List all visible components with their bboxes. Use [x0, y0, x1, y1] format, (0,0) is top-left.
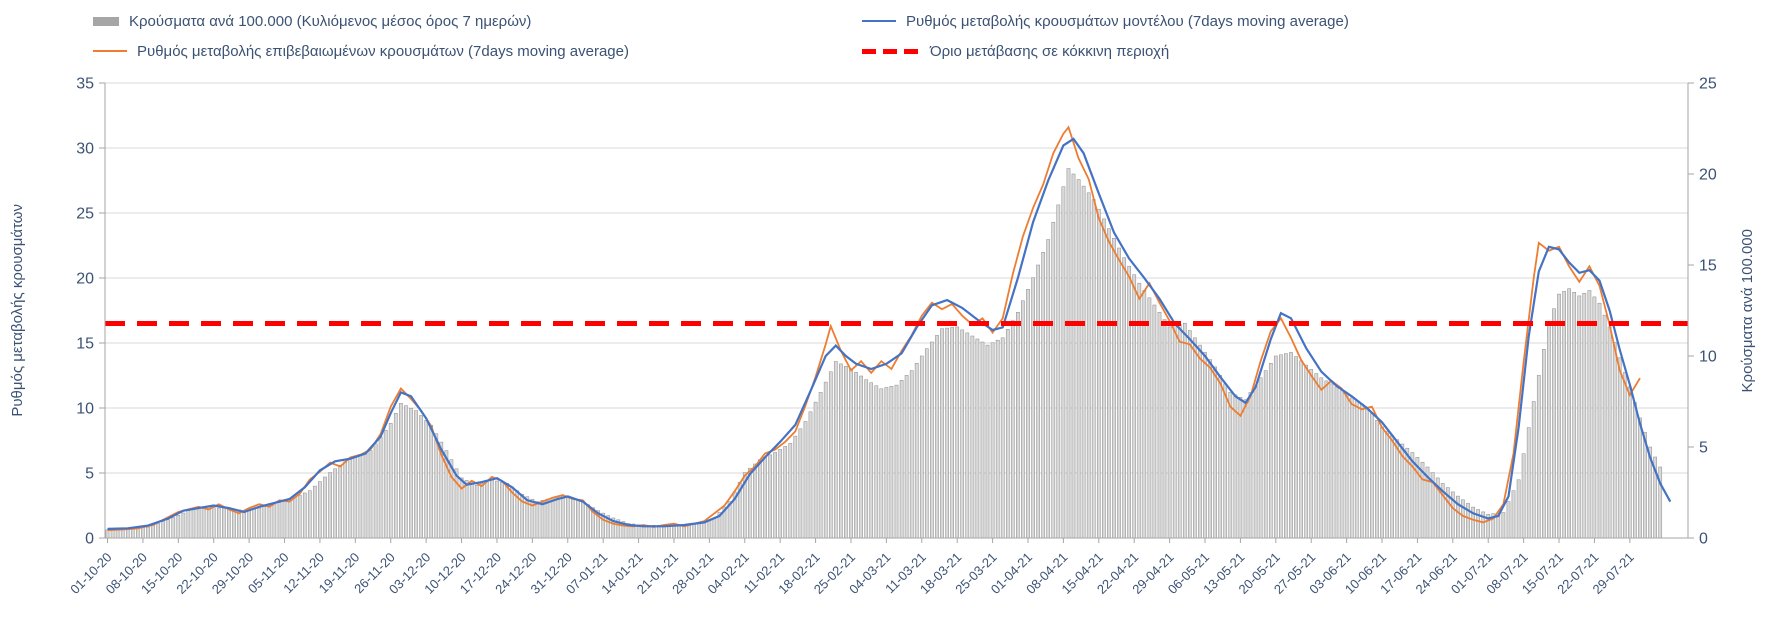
- svg-text:5: 5: [85, 466, 94, 483]
- legend-item-cases-bars: Κρούσματα ανά 100.000 (Κυλιόμενος μέσος …: [93, 13, 862, 30]
- legend-label-confirmed-rate: Ρυθμός μεταβολής επιβεβαιωμένων κρουσμάτ…: [137, 42, 629, 60]
- svg-text:25: 25: [76, 206, 94, 223]
- legend-row-1: Κρούσματα ανά 100.000 (Κυλιόμενος μέσος …: [93, 6, 1771, 36]
- orange-line-swatch-icon: [93, 50, 127, 52]
- left-axis-title: Ρυθμός μεταβολής κρουσμάτων: [8, 204, 26, 417]
- svg-text:25: 25: [1699, 76, 1717, 93]
- svg-text:20: 20: [1699, 167, 1717, 184]
- chart-legend: Κρούσματα ανά 100.000 (Κυλιόμενος μέσος …: [0, 6, 1771, 66]
- blue-line-swatch-icon: [862, 20, 896, 22]
- cases-bars-series: [105, 168, 1663, 539]
- legend-label-threshold: Όριο μετάβασης σε κόκκινη περιοχή: [930, 42, 1170, 60]
- svg-text:10: 10: [76, 401, 94, 418]
- left-axis-ticks: 0 5 10 15 20 25 30 35: [76, 76, 105, 548]
- confirmed-rate-line: [107, 125, 1641, 532]
- red-dashed-swatch-icon: [862, 48, 920, 54]
- svg-text:15: 15: [76, 336, 94, 353]
- legend-item-threshold: Όριο μετάβασης σε κόκκινη περιοχή: [862, 43, 1169, 60]
- legend-item-model-rate: Ρυθμός μεταβολής κρουσμάτων μοντέλου (7d…: [862, 13, 1349, 30]
- axes: [104, 83, 1689, 539]
- svg-text:35: 35: [76, 76, 94, 93]
- svg-text:0: 0: [1699, 531, 1708, 548]
- legend-label-model-rate: Ρυθμός μεταβολής κρουσμάτων μοντέλου (7d…: [906, 12, 1349, 30]
- bar-swatch-icon: [93, 16, 119, 26]
- legend-label-cases-bars: Κρούσματα ανά 100.000 (Κυλιόμενος μέσος …: [129, 12, 532, 30]
- svg-text:20: 20: [76, 271, 94, 288]
- x-axis-ticks: 01-10-2008-10-2015-10-2022-10-2029-10-20…: [67, 538, 1637, 597]
- right-axis-ticks: 0 5 10 15 20 25: [1688, 76, 1717, 548]
- svg-text:5: 5: [1699, 440, 1708, 457]
- model-rate-line: [107, 137, 1672, 530]
- legend-row-2: Ρυθμός μεταβολής επιβεβαιωμένων κρουσμάτ…: [93, 36, 1771, 66]
- svg-text:10: 10: [1699, 349, 1717, 366]
- svg-text:0: 0: [85, 531, 94, 548]
- right-axis-title: Κρούσματα ανά 100.000: [1738, 228, 1756, 393]
- svg-text:30: 30: [76, 141, 94, 158]
- svg-text:15: 15: [1699, 258, 1717, 275]
- legend-item-confirmed-rate: Ρυθμός μεταβολής επιβεβαιωμένων κρουσμάτ…: [93, 43, 862, 60]
- gridlines: [105, 82, 1688, 474]
